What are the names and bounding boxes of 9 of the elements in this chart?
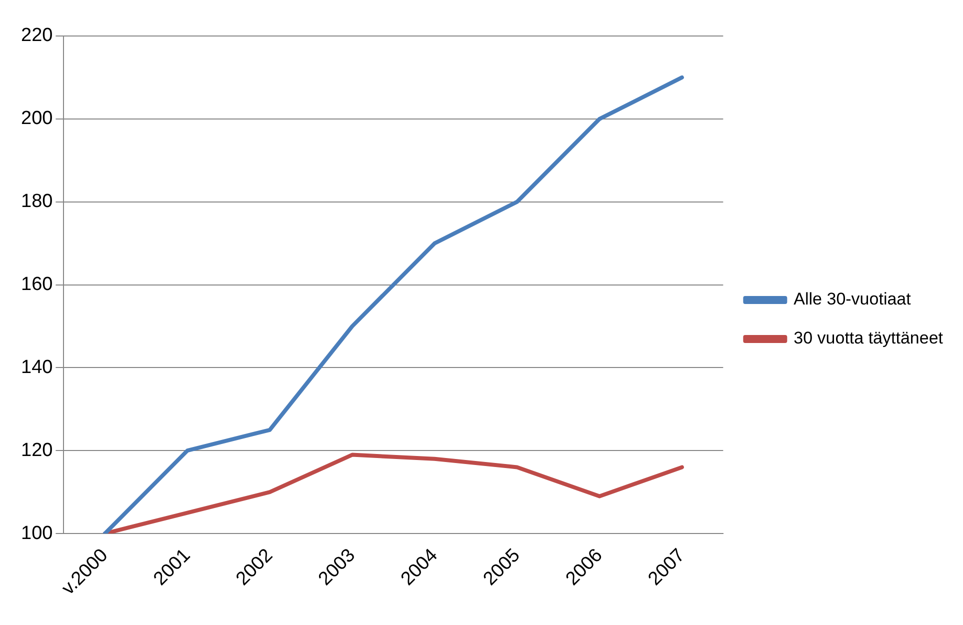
- y-tick-label: 200: [21, 108, 53, 130]
- legend-label: 30 vuotta täyttäneet: [794, 328, 944, 348]
- y-tick-label: 220: [21, 25, 53, 46]
- y-tick-label: 140: [21, 356, 53, 378]
- y-tick-label: 120: [21, 440, 53, 461]
- legend-label: Alle 30-vuotiaat: [794, 290, 912, 309]
- y-tick-label: 100: [21, 522, 53, 544]
- y-tick-label: 180: [21, 191, 53, 212]
- y-tick-label: 160: [21, 274, 53, 296]
